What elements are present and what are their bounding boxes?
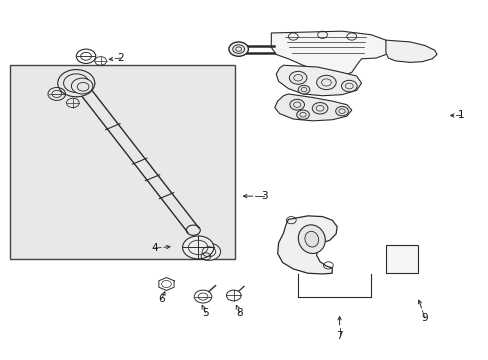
Circle shape [182, 236, 213, 259]
Text: 8: 8 [236, 308, 243, 318]
Text: 6: 6 [158, 294, 164, 304]
Bar [10, 65, 234, 259]
Ellipse shape [298, 225, 325, 253]
Text: 5: 5 [202, 308, 208, 318]
Text: 1: 1 [457, 111, 464, 121]
Circle shape [289, 99, 304, 110]
Circle shape [341, 80, 356, 92]
Bar [385, 244, 417, 273]
Polygon shape [385, 40, 436, 62]
Circle shape [316, 75, 335, 90]
Text: 3: 3 [260, 191, 267, 201]
Circle shape [71, 78, 93, 94]
Polygon shape [277, 216, 336, 274]
Circle shape [63, 74, 89, 93]
Circle shape [335, 107, 347, 116]
Circle shape [228, 42, 248, 56]
Text: 9: 9 [421, 313, 427, 323]
Text: 4: 4 [151, 243, 157, 253]
Circle shape [298, 85, 309, 94]
Polygon shape [274, 94, 351, 121]
Text: 2: 2 [117, 53, 123, 63]
Circle shape [77, 82, 89, 91]
Circle shape [289, 71, 306, 84]
Polygon shape [271, 31, 390, 76]
Circle shape [58, 69, 95, 97]
Circle shape [312, 103, 327, 114]
Polygon shape [276, 65, 361, 96]
Circle shape [197, 243, 220, 260]
Ellipse shape [305, 231, 318, 247]
Circle shape [296, 110, 309, 120]
Text: 7: 7 [336, 331, 342, 341]
